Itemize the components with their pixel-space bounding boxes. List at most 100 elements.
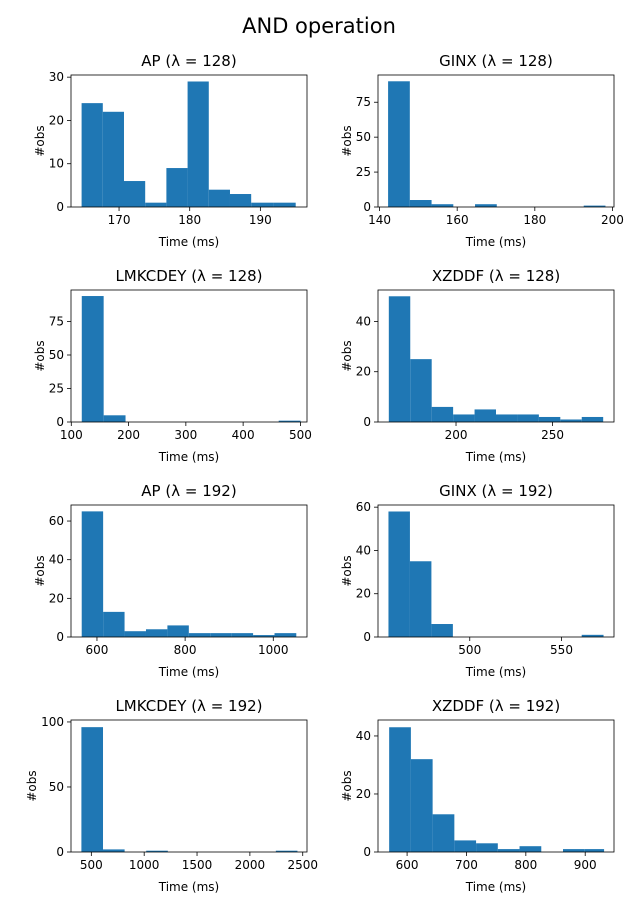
histogram-bar bbox=[251, 202, 274, 207]
y-tick-label: 0 bbox=[363, 415, 371, 429]
histogram-bar bbox=[581, 634, 604, 637]
y-axis-label: #obs bbox=[25, 770, 39, 801]
histogram-bar bbox=[431, 204, 454, 207]
histogram-bar bbox=[278, 420, 301, 422]
y-axis-label: #obs bbox=[340, 125, 354, 156]
histogram-bar bbox=[388, 511, 410, 637]
y-tick-label: 50 bbox=[49, 780, 64, 794]
histogram-bar bbox=[581, 416, 604, 422]
histogram-bar bbox=[273, 202, 296, 207]
x-axis-label: Time (ms) bbox=[465, 880, 527, 894]
histogram-bar bbox=[146, 850, 168, 852]
x-axis-label: Time (ms) bbox=[158, 450, 220, 464]
x-tick-label: 2500 bbox=[287, 858, 318, 872]
y-tick-label: 20 bbox=[356, 787, 371, 801]
subplot-title: LMKCDEY (λ = 128) bbox=[115, 267, 262, 285]
x-axis-label: Time (ms) bbox=[158, 665, 220, 679]
y-tick-label: 60 bbox=[356, 500, 371, 514]
y-tick-label: 0 bbox=[363, 200, 371, 214]
histogram-bar bbox=[476, 843, 498, 852]
y-tick-label: 75 bbox=[356, 95, 371, 109]
histogram-bar bbox=[410, 359, 432, 422]
axes-frame bbox=[377, 74, 615, 208]
subplot-4: 200 250 0 20 40 XZDDF (λ = 128) Time (ms) #obs bbox=[340, 267, 615, 464]
y-axis-label: #obs bbox=[340, 340, 354, 371]
y-tick-label: 50 bbox=[49, 348, 64, 362]
histogram-bar bbox=[432, 814, 455, 852]
histogram-bar bbox=[409, 561, 432, 637]
histogram-bar bbox=[538, 416, 561, 422]
x-axis-label: Time (ms) bbox=[158, 235, 220, 249]
y-tick-label: 20 bbox=[49, 113, 64, 127]
histogram-bar bbox=[410, 759, 433, 852]
x-tick-label: 170 bbox=[108, 213, 131, 227]
subplot-title: AP (λ = 192) bbox=[141, 482, 236, 500]
histogram-bar bbox=[474, 409, 496, 422]
y-axis-label: #obs bbox=[340, 555, 354, 586]
histogram-bar bbox=[497, 849, 520, 852]
y-axis-label: #obs bbox=[33, 555, 47, 586]
histogram-bar bbox=[81, 511, 104, 637]
histogram-bar bbox=[496, 414, 518, 422]
histogram-bar bbox=[388, 296, 411, 422]
y-axis-label: #obs bbox=[340, 770, 354, 801]
y-tick-label: 0 bbox=[56, 845, 64, 859]
histogram-bar bbox=[188, 633, 211, 637]
histogram-bar bbox=[166, 168, 188, 207]
y-axis-label: #obs bbox=[33, 125, 47, 156]
histogram-bar bbox=[517, 414, 539, 422]
histogram-bar bbox=[103, 849, 125, 852]
subplot-title: XZDDF (λ = 192) bbox=[432, 697, 560, 715]
y-tick-label: 50 bbox=[356, 130, 371, 144]
y-tick-label: 60 bbox=[49, 514, 64, 528]
y-tick-label: 100 bbox=[41, 715, 64, 729]
subplot-grid: 170 180 190 0 10 20 30 AP (λ = 128) Time (ms) #ob… bbox=[25, 52, 624, 894]
x-tick-label: 2000 bbox=[235, 858, 266, 872]
x-tick-label: 180 bbox=[523, 213, 546, 227]
y-tick-label: 0 bbox=[363, 845, 371, 859]
histogram-bar bbox=[123, 181, 146, 207]
x-tick-label: 1500 bbox=[182, 858, 213, 872]
y-tick-label: 10 bbox=[49, 157, 64, 171]
histogram-bar bbox=[81, 103, 103, 207]
x-tick-label: 250 bbox=[541, 428, 564, 442]
x-tick-label: 800 bbox=[174, 643, 197, 657]
y-tick-label: 20 bbox=[356, 365, 371, 379]
x-tick-label: 800 bbox=[514, 858, 537, 872]
x-tick-label: 160 bbox=[446, 213, 469, 227]
histogram-bar bbox=[102, 111, 124, 207]
y-tick-label: 40 bbox=[356, 314, 371, 328]
y-tick-label: 0 bbox=[363, 630, 371, 644]
x-tick-label: 500 bbox=[458, 643, 481, 657]
histogram-bar bbox=[409, 200, 432, 207]
subplot-6: 500 550 0 20 40 60 GINX (λ = 192) Time (ms) #obs bbox=[340, 482, 615, 679]
x-tick-label: 1000 bbox=[129, 858, 160, 872]
x-tick-label: 100 bbox=[60, 428, 83, 442]
histogram-bar bbox=[210, 633, 232, 637]
histogram-bar bbox=[475, 204, 497, 207]
y-tick-label: 25 bbox=[356, 165, 371, 179]
subplot-title: GINX (λ = 192) bbox=[439, 482, 553, 500]
histogram-bar bbox=[584, 849, 605, 852]
subplot-5: 600 800 1000 0 20 40 60 AP (λ = 192) Time (ms) #o… bbox=[33, 482, 308, 679]
subplot-1: 170 180 190 0 10 20 30 AP (λ = 128) Time (ms) #ob… bbox=[33, 52, 308, 249]
x-axis-label: Time (ms) bbox=[465, 450, 527, 464]
histogram-bar bbox=[560, 419, 582, 422]
axes-frame bbox=[377, 719, 615, 853]
histogram-bar bbox=[103, 611, 125, 637]
subplot-title: AP (λ = 128) bbox=[141, 52, 236, 70]
y-tick-label: 20 bbox=[356, 587, 371, 601]
histogram-bar bbox=[81, 727, 104, 852]
histogram-bar bbox=[208, 189, 230, 207]
subplot-7: 500 1000 1500 2000 2500 0 50 100 LMKCDEY (λ = 19… bbox=[25, 697, 318, 894]
x-tick-label: 1000 bbox=[258, 643, 289, 657]
histogram-bar bbox=[453, 414, 475, 422]
axes-frame bbox=[70, 289, 308, 423]
axes-frame bbox=[70, 74, 308, 208]
x-tick-label: 700 bbox=[455, 858, 478, 872]
x-tick-label: 600 bbox=[396, 858, 419, 872]
histogram-bar bbox=[229, 194, 252, 207]
y-tick-label: 0 bbox=[56, 415, 64, 429]
histogram-bar bbox=[231, 633, 254, 637]
